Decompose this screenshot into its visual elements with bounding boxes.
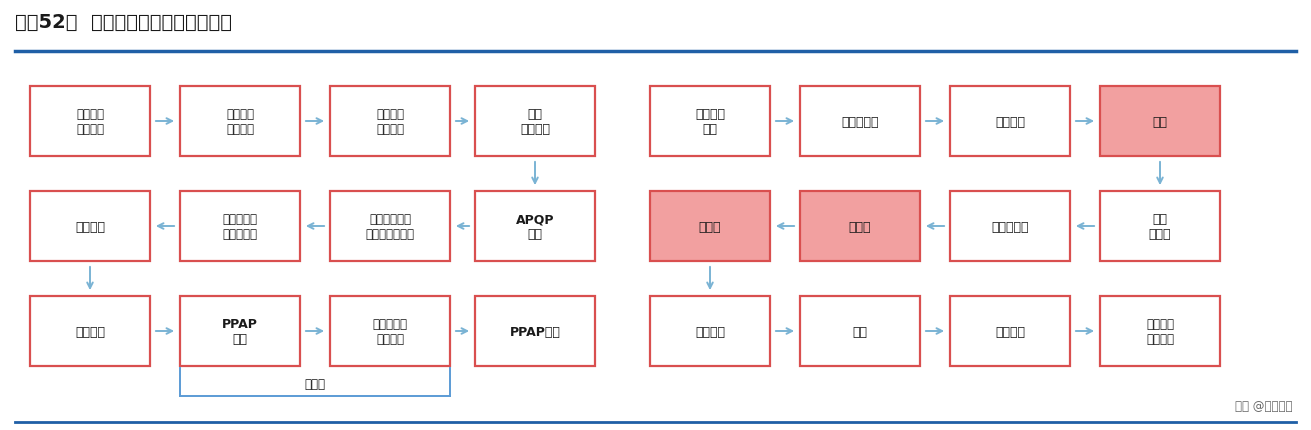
Text: 压铸及机加工
等制造工艺设计: 压铸及机加工 等制造工艺设计 [366, 212, 414, 240]
FancyBboxPatch shape [1100, 87, 1221, 157]
Text: 模具及夹具
等工装研发: 模具及夹具 等工装研发 [223, 212, 257, 240]
Text: 客户产品
部件开发: 客户产品 部件开发 [76, 108, 104, 136]
Text: 客户零件
功能设计: 客户零件 功能设计 [225, 108, 254, 136]
FancyBboxPatch shape [475, 87, 595, 157]
Text: 图表52：  产品设计开发与制造流程图: 图表52： 产品设计开发与制造流程图 [14, 12, 232, 31]
FancyBboxPatch shape [180, 191, 300, 261]
FancyBboxPatch shape [330, 296, 450, 366]
FancyBboxPatch shape [800, 191, 920, 261]
FancyBboxPatch shape [650, 87, 770, 157]
Text: 产品试作: 产品试作 [75, 325, 105, 338]
Text: 喷丸或振磨: 喷丸或振磨 [991, 220, 1029, 233]
Text: 集中熔炼: 集中熔炼 [995, 115, 1025, 128]
Text: APQP
策划: APQP 策划 [515, 212, 555, 240]
FancyBboxPatch shape [1100, 296, 1221, 366]
FancyBboxPatch shape [650, 296, 770, 366]
FancyBboxPatch shape [330, 87, 450, 157]
FancyBboxPatch shape [800, 296, 920, 366]
FancyBboxPatch shape [330, 191, 450, 261]
Text: 产品订单
评审: 产品订单 评审 [695, 108, 725, 136]
Text: 切边
去毛刺: 切边 去毛刺 [1148, 212, 1171, 240]
FancyBboxPatch shape [30, 296, 149, 366]
FancyBboxPatch shape [950, 296, 1070, 366]
Text: 组装: 组装 [852, 325, 868, 338]
FancyBboxPatch shape [180, 296, 300, 366]
FancyBboxPatch shape [30, 191, 149, 261]
Text: 检验包装
入库发运: 检验包装 入库发运 [1146, 317, 1173, 345]
Text: 热处理: 热处理 [848, 220, 872, 233]
FancyBboxPatch shape [800, 87, 920, 157]
FancyBboxPatch shape [30, 87, 149, 157]
FancyBboxPatch shape [950, 87, 1070, 157]
FancyBboxPatch shape [1100, 191, 1221, 261]
FancyBboxPatch shape [475, 296, 595, 366]
Text: 头条 @未来智库: 头条 @未来智库 [1235, 399, 1293, 412]
FancyBboxPatch shape [475, 191, 595, 261]
FancyBboxPatch shape [650, 191, 770, 261]
Text: 车项目: 车项目 [304, 377, 325, 390]
Text: 压铸: 压铸 [1152, 115, 1168, 128]
Text: PPAP
提交: PPAP 提交 [222, 317, 258, 345]
Text: 机加工: 机加工 [699, 220, 721, 233]
Text: 获取
开发订单: 获取 开发订单 [520, 108, 551, 136]
FancyBboxPatch shape [180, 87, 300, 157]
Text: 工装制作: 工装制作 [75, 220, 105, 233]
Text: 产品检验及
功能试验: 产品检验及 功能试验 [372, 317, 408, 345]
Text: 公司零件
工艺设计: 公司零件 工艺设计 [376, 108, 404, 136]
FancyBboxPatch shape [950, 191, 1070, 261]
Text: 表面处理: 表面处理 [695, 325, 725, 338]
Text: PPAP批准: PPAP批准 [510, 325, 560, 338]
Text: 耐压试验: 耐压试验 [995, 325, 1025, 338]
Text: 原材料采购: 原材料采购 [842, 115, 878, 128]
